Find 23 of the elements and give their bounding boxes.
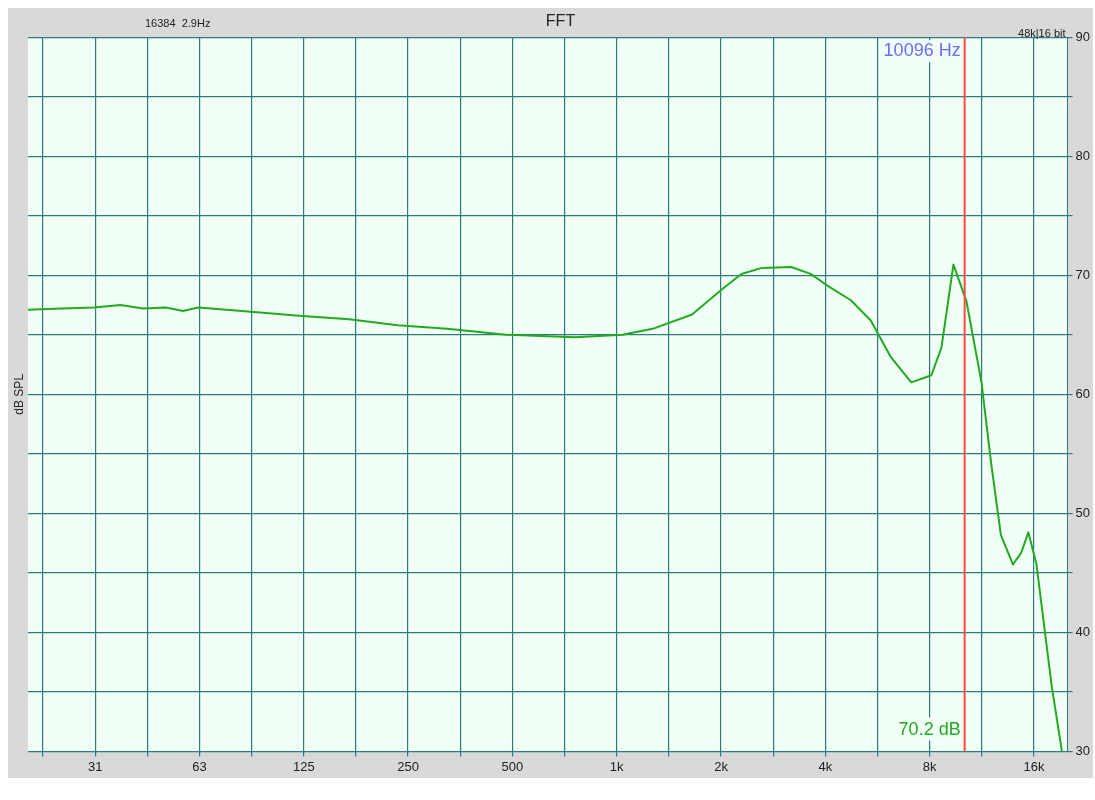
y-tick-label: 80 [1075, 147, 1091, 163]
x-tick-label: 8k [922, 758, 938, 774]
x-tick-label: 4k [818, 758, 833, 774]
x-tick-label: 1k [609, 758, 625, 774]
ref-line-label: 10096 Hz [883, 40, 961, 61]
x-tick-label: 250 [397, 758, 419, 774]
y-axis-title: dB SPL [12, 373, 27, 415]
x-tick-label: 31 [87, 758, 103, 774]
x-tick-label: 63 [192, 758, 207, 774]
x-tick-label: 2k [714, 758, 729, 774]
text: 16384 2.9Hz [145, 16, 211, 29]
annotation: 70.2 dB [898, 719, 961, 740]
y-tick-label: 40 [1075, 623, 1091, 639]
x-tick-label: 16k [1023, 758, 1045, 774]
x-tick-label: 500 [501, 758, 524, 774]
y-tick-label: 90 [1075, 28, 1091, 44]
x-tick-label: 125 [292, 758, 315, 774]
y-tick-label: 50 [1075, 504, 1091, 520]
chart-title: FFT [545, 12, 576, 30]
y-tick-label: 70 [1075, 266, 1091, 282]
annotation: 48k|16 bit [1018, 26, 1066, 39]
y-tick-label: 30 [1075, 742, 1091, 758]
y-tick-label: 60 [1075, 385, 1091, 401]
